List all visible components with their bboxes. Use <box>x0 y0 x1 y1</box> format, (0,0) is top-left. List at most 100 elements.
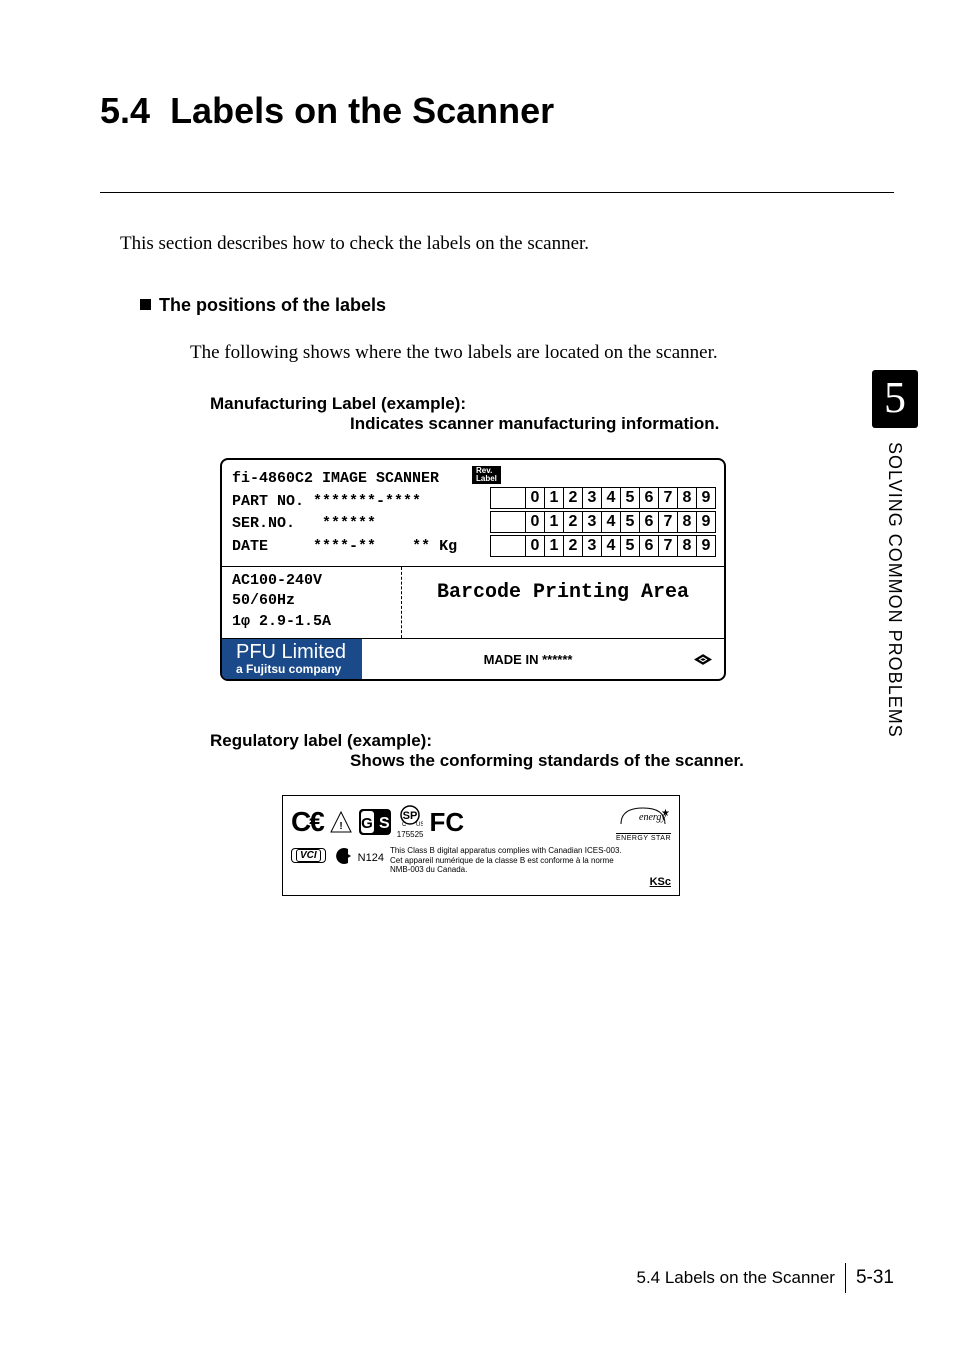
reg-text-line3: NMB-003 du Canada. <box>390 865 671 874</box>
digit-cell: 8 <box>677 487 697 509</box>
mfg-bottom-row: PFU Limited a Fujitsu company MADE IN **… <box>222 639 724 680</box>
diamond-icon <box>694 654 712 665</box>
fc-mark-icon: FC <box>430 807 465 838</box>
subheading: The positions of the labels <box>140 295 894 316</box>
digit-cell: 4 <box>601 487 621 509</box>
title-divider <box>100 192 894 193</box>
energy-star-icon: energy★ <box>617 802 669 828</box>
digit-cell: 0 <box>525 487 545 509</box>
mfg-date: DATE ****-** ** Kg <box>232 536 462 559</box>
digit-cell: 7 <box>658 535 678 557</box>
section-title-text: Labels on the Scanner <box>170 90 554 131</box>
digit-row: 0 1 2 3 4 5 6 7 8 9 <box>472 487 716 509</box>
ce-mark-icon: C€ <box>291 806 323 838</box>
digit-row: 0 1 2 3 4 5 6 7 8 9 <box>472 511 716 533</box>
energy-star-text: ENERGY STAR <box>616 833 671 842</box>
section-number: 5.4 <box>100 90 150 131</box>
digit-cell: 1 <box>544 511 564 533</box>
digit-spacer <box>490 487 526 509</box>
svg-text:C: C <box>402 822 407 827</box>
reg-row-logos: C€ ! SG SPC US 175525 FC energy★ ENERGY S… <box>291 802 671 842</box>
mfg-company-block: PFU Limited a Fujitsu company <box>222 639 362 680</box>
intro-text: This section describes how to check the … <box>120 233 894 255</box>
digit-cell: 2 <box>563 535 583 557</box>
svg-text:S: S <box>379 815 390 832</box>
digit-cell: 4 <box>601 535 621 557</box>
digit-cell: 2 <box>563 511 583 533</box>
n124-text: N124 <box>358 852 384 864</box>
mfg-model: fi-4860C2 IMAGE SCANNER <box>232 468 462 491</box>
svg-text:G: G <box>361 815 373 832</box>
reg-compliance-text: This Class B digital apparatus complies … <box>390 846 671 888</box>
svg-text:★: ★ <box>661 808 669 819</box>
digit-cell: 8 <box>677 535 697 557</box>
manufacturing-label: fi-4860C2 IMAGE SCANNER PART NO. *******… <box>220 458 726 681</box>
chapter-number: 5 <box>872 370 918 428</box>
digit-cell: 9 <box>696 487 716 509</box>
digit-cell: 1 <box>544 535 564 557</box>
digit-spacer <box>490 511 526 533</box>
mfg-digit-grid: Rev. Label 0 1 2 3 4 5 6 7 8 <box>472 460 724 566</box>
body-text: The following shows where the two labels… <box>190 342 894 364</box>
digit-cell: 7 <box>658 487 678 509</box>
c-tick-icon <box>332 846 352 866</box>
chapter-name: SOLVING COMMON PROBLEMS <box>884 442 905 738</box>
digit-cell: 7 <box>658 511 678 533</box>
svg-text:!: ! <box>339 821 342 832</box>
company-name: PFU Limited <box>236 642 346 663</box>
tuv-triangle-icon: ! <box>329 810 353 834</box>
mfg-info-block: fi-4860C2 IMAGE SCANNER PART NO. *******… <box>222 460 472 566</box>
rev-label-box: Rev. Label <box>472 466 501 484</box>
digit-cell: 5 <box>620 535 640 557</box>
digit-cell: 3 <box>582 511 602 533</box>
digit-cell: 1 <box>544 487 564 509</box>
digit-cell: 5 <box>620 511 640 533</box>
chapter-side-tab: 5 SOLVING COMMON PROBLEMS <box>872 370 918 738</box>
digit-cell: 9 <box>696 511 716 533</box>
digit-row: 0 1 2 3 4 5 6 7 8 9 <box>472 535 716 557</box>
mfg-barcode-area: Barcode Printing Area <box>402 567 724 638</box>
mfg-top-row: fi-4860C2 IMAGE SCANNER PART NO. *******… <box>222 460 724 567</box>
made-in-text: MADE IN ****** <box>362 652 694 667</box>
svg-text:US: US <box>416 822 423 827</box>
vci-mark: VCI <box>291 848 326 863</box>
mfg-mid-row: AC100-240V 50/60Hz 1φ 2.9-1.5A Barcode P… <box>222 567 724 639</box>
footer-section-title: 5.4 Labels on the Scanner <box>636 1268 834 1288</box>
page-footer: 5.4 Labels on the Scanner 5-31 <box>636 1263 894 1293</box>
energy-star-block: energy★ ENERGY STAR <box>616 802 671 842</box>
ksc-mark: KSc <box>390 876 671 889</box>
subheading-text: The positions of the labels <box>159 295 386 315</box>
square-bullet-icon <box>140 299 151 310</box>
digit-cell: 0 <box>525 535 545 557</box>
digit-cell: 9 <box>696 535 716 557</box>
reg-row-text: VCI N124 This Class B digital apparatus … <box>291 846 671 888</box>
footer-page-number: 5-31 <box>856 1267 894 1289</box>
reg-label-title: Regulatory label (example): <box>210 731 894 751</box>
digit-cell: 3 <box>582 487 602 509</box>
regulatory-label: C€ ! SG SPC US 175525 FC energy★ ENERGY S… <box>282 795 680 895</box>
sp-circle-icon: SPC US <box>397 805 423 827</box>
footer-separator <box>845 1263 846 1293</box>
mfg-power1: AC100-240V 50/60Hz <box>232 571 391 612</box>
company-sub: a Fujitsu company <box>236 663 346 676</box>
digit-cell: 0 <box>525 511 545 533</box>
reg-text-line2: Cet appareil numérique de la classe B es… <box>390 856 671 865</box>
sp-number: 175525 <box>397 831 424 839</box>
mfg-label-title: Manufacturing Label (example): <box>210 394 894 414</box>
svg-text:SP: SP <box>403 810 418 822</box>
digit-cell: 6 <box>639 511 659 533</box>
mfg-power-block: AC100-240V 50/60Hz 1φ 2.9-1.5A <box>222 567 402 638</box>
digit-spacer <box>490 535 526 557</box>
gs-mark-icon: SG <box>359 809 391 835</box>
mfg-serno: SER.NO. ****** <box>232 513 462 536</box>
digit-cell: 6 <box>639 535 659 557</box>
digit-cell: 4 <box>601 511 621 533</box>
digit-grid: 0 1 2 3 4 5 6 7 8 9 0 1 <box>472 487 716 557</box>
section-title: 5.4 Labels on the Scanner <box>100 90 894 132</box>
digit-cell: 5 <box>620 487 640 509</box>
mfg-label-desc: Indicates scanner manufacturing informat… <box>350 414 894 434</box>
digit-cell: 8 <box>677 511 697 533</box>
mfg-partno: PART NO. *******-**** <box>232 491 462 514</box>
mfg-power2: 1φ 2.9-1.5A <box>232 612 391 632</box>
digit-cell: 2 <box>563 487 583 509</box>
